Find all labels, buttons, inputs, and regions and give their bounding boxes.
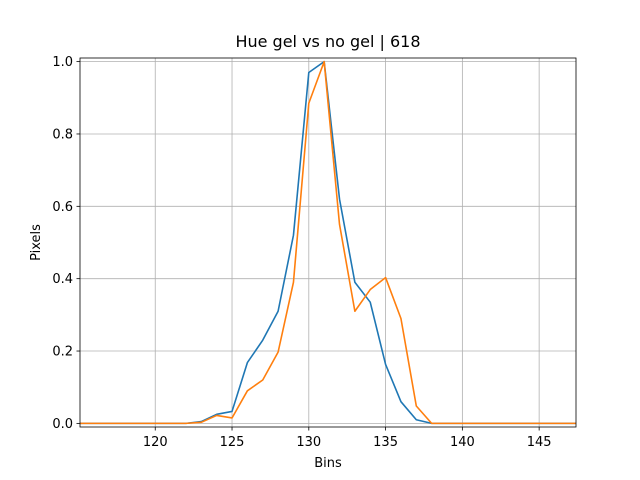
axes-frame — [79, 57, 577, 428]
x-tick-label: 130 — [296, 435, 321, 450]
x-axis-label: Bins — [314, 456, 342, 471]
y-tick-label: 0.2 — [52, 345, 73, 360]
y-tick-label: 0.0 — [52, 417, 73, 432]
ticks: 120 125 130 135 140 145 0.0 0.2 0.4 0.6 0.8 1.0 — [52, 55, 551, 450]
chart-title: Hue gel vs no gel | 618 — [235, 32, 420, 51]
x-tick-label: 140 — [450, 435, 475, 450]
y-axis-label: Pixels — [29, 224, 44, 261]
x-tick-label: 120 — [143, 435, 168, 450]
x-tick-label: 145 — [527, 435, 552, 450]
y-tick-label: 1.0 — [52, 55, 73, 70]
series-line-1 — [80, 60, 576, 425]
plot-series — [80, 60, 576, 425]
series-line-2 — [80, 60, 576, 425]
x-tick-label: 125 — [220, 435, 245, 450]
y-tick-label: 0.6 — [52, 200, 73, 215]
y-tick-label: 0.4 — [52, 272, 73, 287]
grid — [80, 58, 576, 427]
y-tick-label: 0.8 — [52, 127, 73, 142]
x-tick-label: 135 — [373, 435, 398, 450]
